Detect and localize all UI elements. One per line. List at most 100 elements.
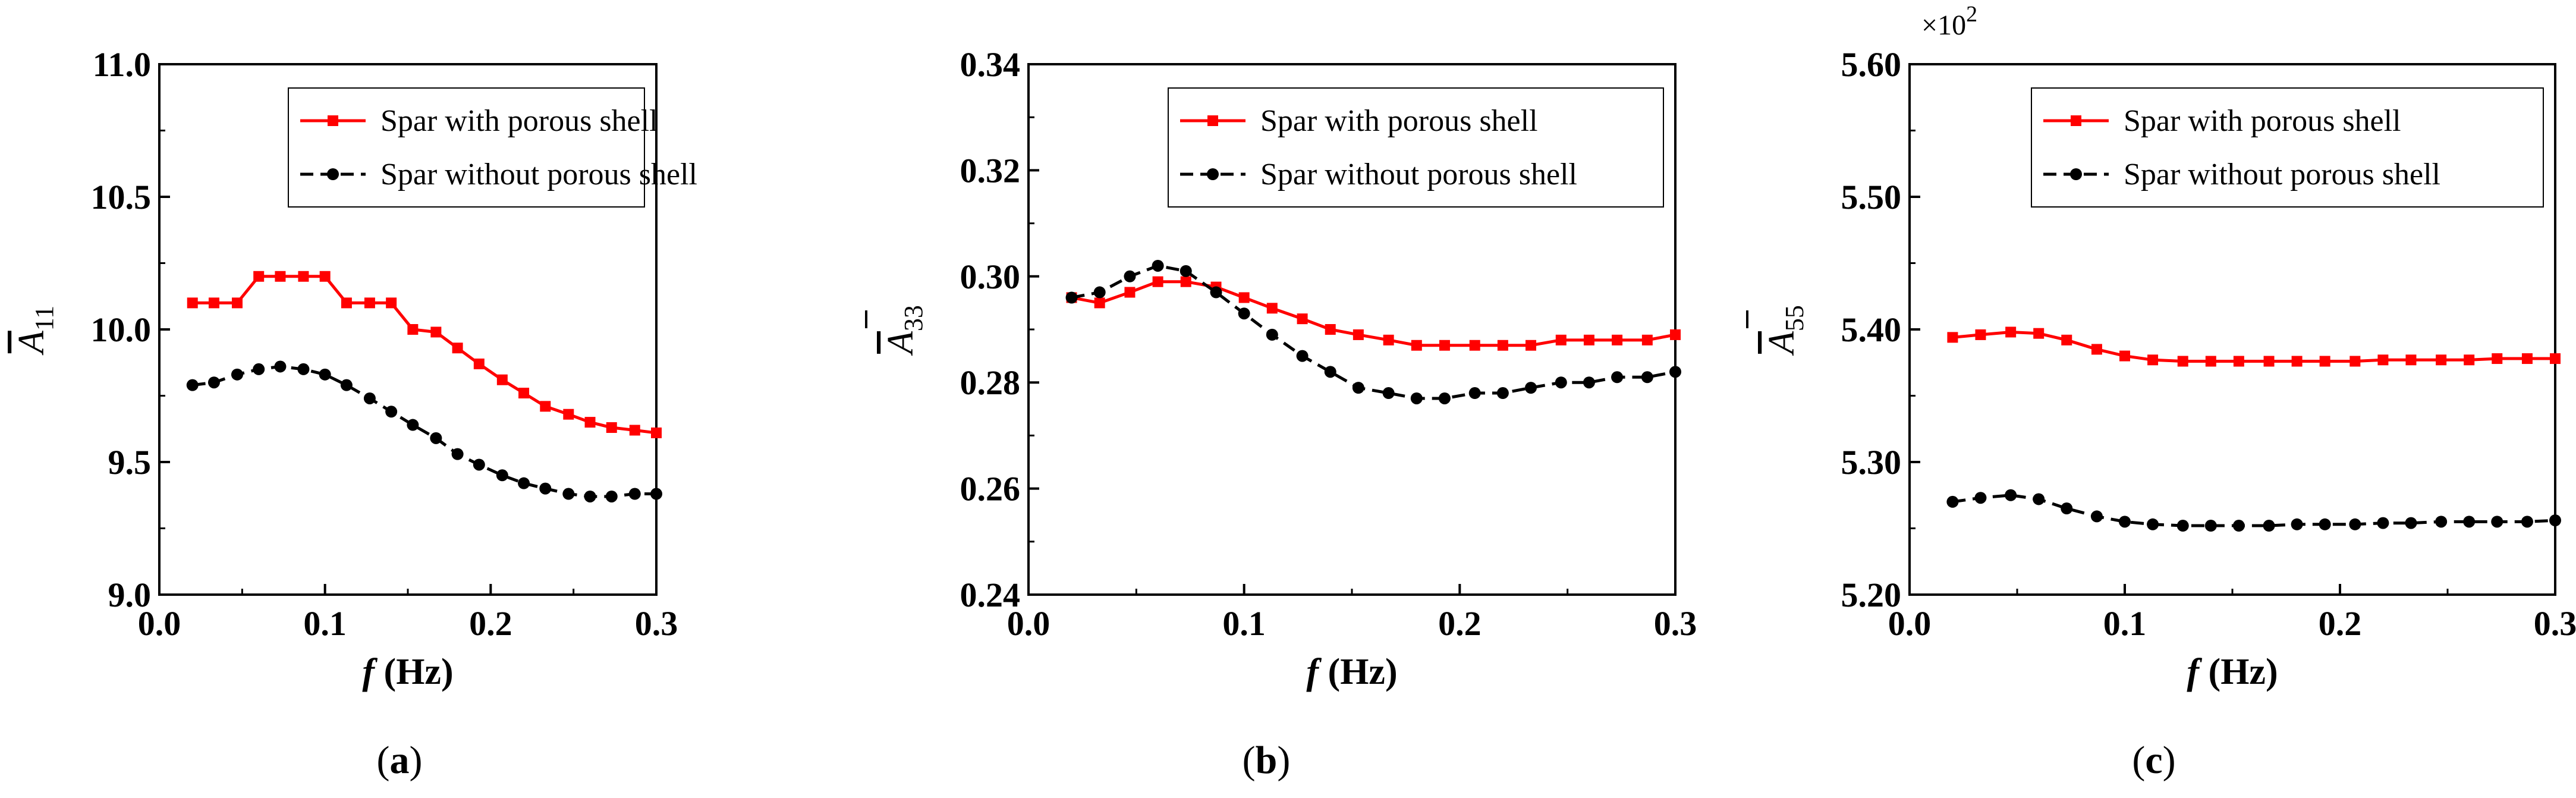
data-point bbox=[584, 490, 596, 502]
data-point bbox=[2176, 520, 2189, 532]
y-tick-label: 9.0 bbox=[108, 576, 152, 614]
data-point bbox=[274, 360, 287, 373]
data-point bbox=[1670, 329, 1681, 340]
panel-label-close-paren: ) bbox=[1277, 739, 1290, 782]
legend-label: Spar without porous shell bbox=[1260, 158, 1577, 191]
data-point bbox=[2061, 334, 2072, 345]
data-point bbox=[605, 490, 618, 502]
x-axis-title-unit: (Hz) bbox=[1319, 652, 1398, 692]
y-tick-label: 5.50 bbox=[1841, 178, 1902, 216]
data-point bbox=[1093, 286, 1106, 299]
x-tick-label: 0.1 bbox=[303, 604, 347, 643]
data-point bbox=[1238, 292, 1250, 303]
data-point bbox=[386, 297, 397, 309]
data-point bbox=[253, 271, 265, 282]
data-point bbox=[2550, 353, 2561, 365]
data-point bbox=[1947, 332, 1958, 343]
series-without-porous-shell bbox=[1946, 489, 2561, 532]
panel-label-letter: a bbox=[390, 739, 410, 782]
x-tick-label: 0.2 bbox=[469, 604, 512, 643]
x-tick-label: 0.3 bbox=[2534, 604, 2576, 643]
series-line bbox=[192, 275, 657, 435]
x-tick-label: 0.0 bbox=[138, 604, 181, 643]
data-point bbox=[1641, 334, 1653, 345]
data-point bbox=[1411, 340, 1422, 351]
data-point bbox=[1583, 376, 1595, 389]
x-tick-label: 0.2 bbox=[2319, 604, 2362, 643]
data-point bbox=[2232, 520, 2245, 532]
data-point bbox=[2033, 493, 2045, 505]
data-point bbox=[2377, 354, 2389, 366]
data-point bbox=[1946, 495, 1959, 508]
data-point bbox=[1266, 328, 1278, 341]
data-point bbox=[629, 425, 640, 436]
data-point bbox=[2147, 518, 2159, 530]
data-point bbox=[2263, 520, 2275, 532]
data-point bbox=[319, 368, 331, 381]
data-point bbox=[650, 488, 662, 500]
series-without-porous-shell bbox=[186, 360, 662, 502]
panel-label-open-paren: ( bbox=[1243, 739, 1256, 782]
data-point bbox=[2233, 356, 2244, 367]
data-point bbox=[2147, 354, 2159, 366]
data-point bbox=[584, 417, 596, 428]
data-point bbox=[2119, 350, 2130, 362]
data-point bbox=[2435, 516, 2448, 528]
legend-label: Spar with porous shell bbox=[380, 104, 658, 138]
y-tick-label: 11.0 bbox=[93, 45, 151, 84]
legend: Spar with porous shell Spar without porou… bbox=[2031, 87, 2544, 208]
data-point bbox=[1210, 286, 1222, 299]
data-point bbox=[451, 448, 464, 460]
data-point bbox=[1525, 382, 1537, 394]
data-point bbox=[2291, 518, 2303, 530]
data-point bbox=[1410, 392, 1423, 404]
series-with-porous-shell bbox=[1066, 276, 1681, 351]
data-point bbox=[2377, 517, 2389, 529]
panel-label-letter: c bbox=[2145, 739, 2162, 782]
data-point bbox=[1065, 291, 1078, 304]
legend-marker bbox=[1207, 168, 1219, 180]
data-point bbox=[651, 427, 662, 438]
series-line bbox=[1071, 264, 1676, 400]
y-tick-label: 5.40 bbox=[1841, 310, 1902, 349]
data-point bbox=[231, 297, 243, 309]
y-tick-label: 0.30 bbox=[960, 257, 1021, 296]
x-axis-title: f (Hz) bbox=[1306, 652, 1397, 692]
legend-marker bbox=[328, 115, 338, 126]
series-line bbox=[1071, 280, 1676, 347]
data-point bbox=[1555, 376, 1567, 389]
data-point bbox=[606, 422, 617, 433]
data-point bbox=[2463, 516, 2476, 528]
y-tick-label: 5.20 bbox=[1841, 576, 1902, 614]
data-point bbox=[1238, 307, 1250, 320]
data-point bbox=[1124, 287, 1136, 298]
data-point bbox=[1324, 366, 1336, 378]
data-point bbox=[2405, 517, 2417, 529]
data-point bbox=[1180, 276, 1191, 287]
series-line bbox=[1952, 330, 2555, 363]
data-point bbox=[2204, 520, 2217, 532]
legend-label: Spar without porous shell bbox=[380, 158, 697, 191]
x-tick-label: 0.1 bbox=[1222, 604, 1266, 643]
data-point bbox=[2033, 328, 2045, 339]
data-point bbox=[1974, 492, 1987, 504]
data-point bbox=[2464, 354, 2475, 366]
x-tick-label: 0.1 bbox=[2103, 604, 2147, 643]
x-axis-title: f (Hz) bbox=[2187, 652, 2278, 692]
data-point bbox=[2319, 518, 2331, 530]
y-axis-title-subscript: 11 bbox=[30, 306, 59, 331]
y-tick-label: 10.0 bbox=[91, 310, 152, 349]
multiplier-base: ×10 bbox=[1921, 10, 1966, 41]
panel-label-close-paren: ) bbox=[410, 739, 423, 782]
legend-box bbox=[2031, 87, 2544, 208]
y-axis-title-subscript: 55 bbox=[1780, 305, 1809, 331]
x-tick-label: 0.0 bbox=[1007, 604, 1050, 643]
data-point bbox=[2521, 353, 2533, 365]
x-axis-title: f (Hz) bbox=[362, 652, 453, 692]
data-point bbox=[518, 477, 530, 489]
chart-panel-a: 0.0 0.1 0.2 0.3 9.0 9.5 10.0 10.5 11.0 f (Hz) A11 (… bbox=[11, 45, 697, 782]
data-point bbox=[1180, 265, 1192, 277]
data-point bbox=[539, 482, 552, 495]
y-tick-label: 9.5 bbox=[108, 443, 152, 482]
data-point bbox=[430, 326, 442, 338]
